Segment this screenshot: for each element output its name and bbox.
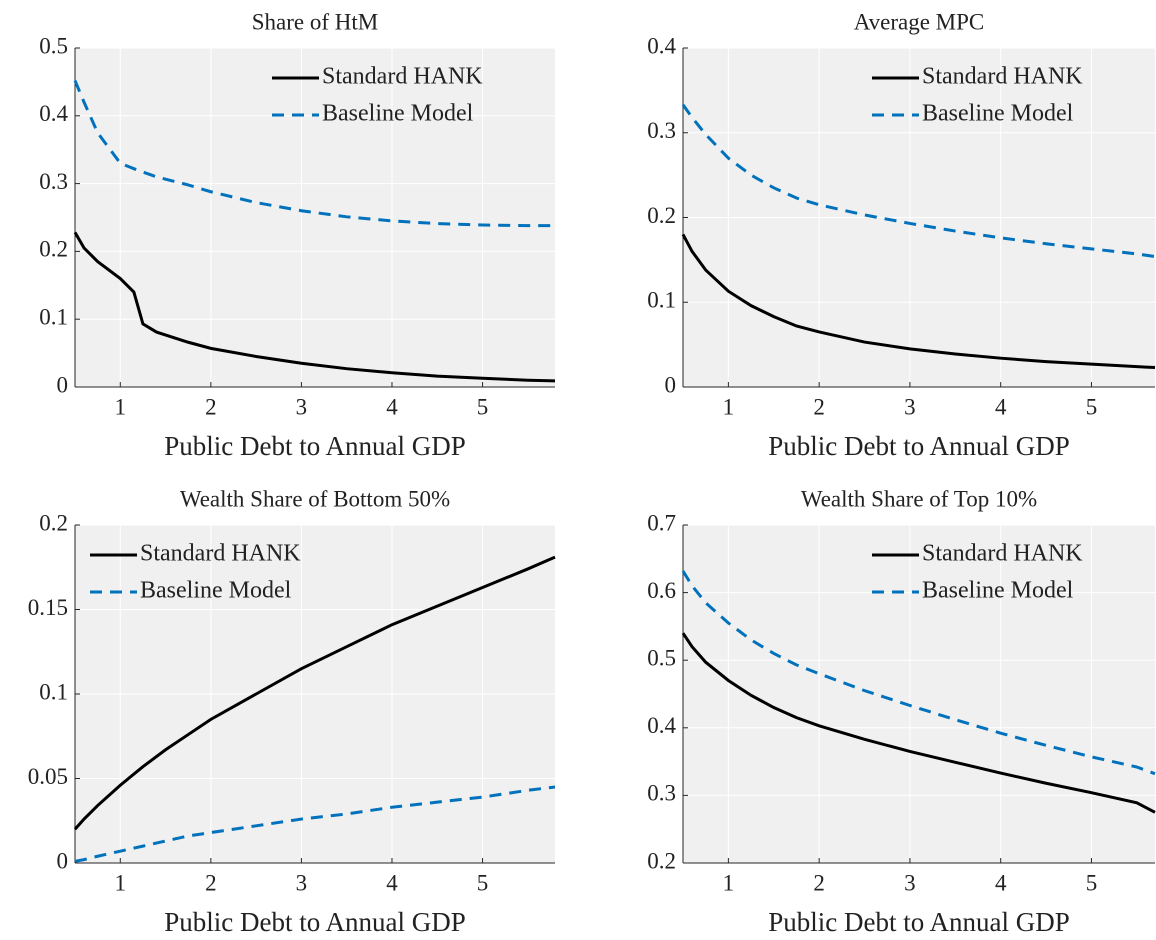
y-tick-label: 0.2: [647, 848, 676, 873]
x-tick-label: 1: [115, 870, 127, 895]
x-tick-label: 2: [205, 394, 217, 419]
series-line: [681, 103, 1156, 258]
x-tick-label: 1: [723, 394, 735, 419]
series-line: [74, 785, 556, 863]
x-tick-label: 5: [477, 870, 489, 895]
x-tick-label: 3: [904, 394, 916, 419]
x-axis-label: Public Debt to Annual GDP: [164, 431, 466, 461]
chart-title: Average MPC: [854, 9, 985, 34]
x-axis-label: Public Debt to Annual GDP: [768, 431, 1070, 461]
series-line: [681, 632, 1156, 814]
series-line: [73, 79, 555, 228]
legend-label: Standard HANK: [322, 64, 483, 90]
series-line: [73, 231, 556, 383]
y-tick-label: 0.5: [39, 33, 68, 58]
legend-label: Standard HANK: [140, 541, 301, 567]
legend-label: Baseline Model: [922, 101, 1074, 127]
legend-label: Standard HANK: [922, 64, 1083, 90]
y-tick-label: 0.6: [647, 578, 676, 603]
y-tick-label: 0.2: [39, 237, 68, 262]
x-tick-label: 1: [723, 870, 735, 895]
chart-title: Wealth Share of Bottom 50%: [180, 486, 450, 511]
plot-background: [683, 525, 1155, 863]
y-tick-label: 0.4: [647, 713, 676, 738]
series-line: [681, 233, 1156, 370]
y-tick-label: 0.7: [647, 510, 676, 535]
y-tick-label: 0.15: [28, 595, 68, 620]
x-tick-label: 5: [477, 394, 489, 419]
y-tick-label: 0.3: [647, 781, 676, 806]
x-tick-label: 5: [1086, 870, 1098, 895]
x-axis-label: Public Debt to Annual GDP: [768, 907, 1070, 937]
y-tick-label: 0.4: [39, 101, 68, 126]
x-tick-label: 5: [1086, 394, 1098, 419]
y-tick-label: 0.5: [647, 645, 676, 670]
y-tick-label: 0.1: [647, 288, 676, 313]
y-tick-label: 0.3: [647, 118, 676, 143]
y-tick-label: 0.3: [39, 169, 68, 194]
x-tick-label: 3: [904, 870, 916, 895]
y-tick-label: 0.4: [647, 33, 676, 58]
y-tick-label: 0: [665, 372, 677, 397]
y-tick-label: 0.1: [39, 304, 68, 329]
legend-label: Standard HANK: [922, 541, 1083, 567]
x-tick-label: 3: [296, 394, 308, 419]
legend-label: Baseline Model: [140, 578, 292, 604]
x-axis-label: Public Debt to Annual GDP: [164, 907, 466, 937]
y-tick-label: 0.05: [28, 764, 68, 789]
y-tick-label: 0: [57, 848, 69, 873]
legend-label: Baseline Model: [322, 101, 474, 127]
y-tick-label: 0.2: [647, 203, 676, 228]
x-tick-label: 2: [813, 870, 825, 895]
y-tick-label: 0.1: [39, 679, 68, 704]
series-line: [73, 555, 556, 831]
x-tick-label: 4: [995, 394, 1007, 419]
y-tick-label: 0.2: [39, 510, 68, 535]
x-tick-label: 1: [115, 394, 127, 419]
legend-label: Baseline Model: [922, 578, 1074, 604]
y-tick-label: 0: [57, 372, 69, 397]
chart-title: Share of HtM: [252, 9, 378, 34]
x-tick-label: 2: [813, 394, 825, 419]
chart-title: Wealth Share of Top 10%: [801, 486, 1037, 511]
x-tick-label: 2: [205, 870, 217, 895]
x-tick-label: 4: [386, 394, 398, 419]
x-tick-label: 4: [386, 870, 398, 895]
x-tick-label: 3: [296, 870, 308, 895]
x-tick-label: 4: [995, 870, 1007, 895]
